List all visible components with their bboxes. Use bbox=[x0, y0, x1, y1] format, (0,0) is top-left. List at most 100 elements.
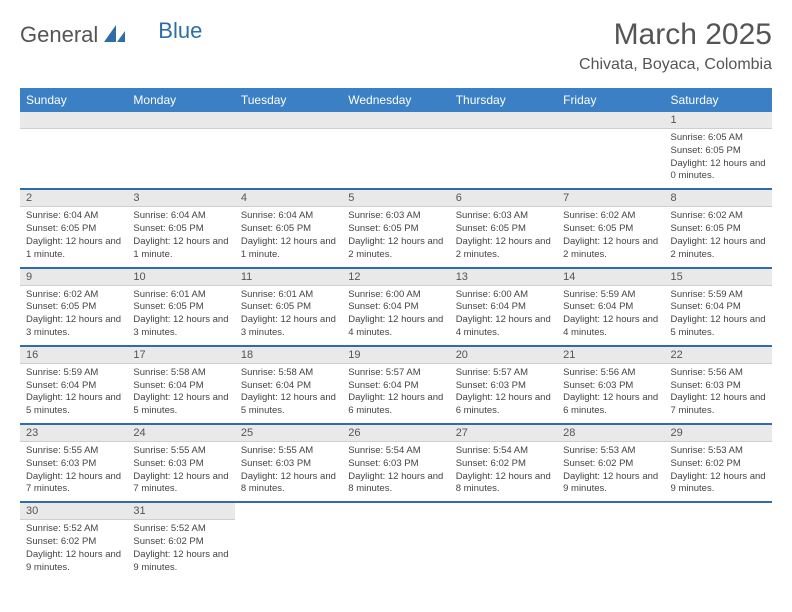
day-number: 28 bbox=[557, 425, 664, 442]
day-details: Sunrise: 6:02 AMSunset: 6:05 PMDaylight:… bbox=[557, 207, 664, 266]
day-details: Sunrise: 6:04 AMSunset: 6:05 PMDaylight:… bbox=[235, 207, 342, 266]
sunset-text: Sunset: 6:03 PM bbox=[241, 458, 336, 471]
sunrise-text: Sunrise: 6:05 AM bbox=[671, 132, 766, 145]
day-header: Monday bbox=[127, 88, 234, 112]
day-details: Sunrise: 5:58 AMSunset: 6:04 PMDaylight:… bbox=[127, 364, 234, 423]
day-number: 13 bbox=[450, 269, 557, 286]
sunset-text: Sunset: 6:04 PM bbox=[456, 301, 551, 314]
sunrise-text: Sunrise: 5:54 AM bbox=[348, 445, 443, 458]
sunrise-text: Sunrise: 5:53 AM bbox=[671, 445, 766, 458]
day-number: 3 bbox=[127, 190, 234, 207]
day-number: 24 bbox=[127, 425, 234, 442]
day-number-empty bbox=[342, 112, 449, 129]
day-number: 22 bbox=[665, 347, 772, 364]
day-details: Sunrise: 5:56 AMSunset: 6:03 PMDaylight:… bbox=[665, 364, 772, 423]
daylight-text: Daylight: 12 hours and 3 minutes. bbox=[26, 314, 121, 340]
calendar-cell bbox=[557, 112, 664, 189]
sunset-text: Sunset: 6:05 PM bbox=[26, 301, 121, 314]
calendar-cell: 6Sunrise: 6:03 AMSunset: 6:05 PMDaylight… bbox=[450, 189, 557, 267]
daylight-text: Daylight: 12 hours and 1 minute. bbox=[133, 236, 228, 262]
sunset-text: Sunset: 6:04 PM bbox=[133, 380, 228, 393]
sunset-text: Sunset: 6:04 PM bbox=[671, 301, 766, 314]
day-details: Sunrise: 5:56 AMSunset: 6:03 PMDaylight:… bbox=[557, 364, 664, 423]
calendar-cell bbox=[665, 502, 772, 579]
day-details: Sunrise: 5:52 AMSunset: 6:02 PMDaylight:… bbox=[20, 520, 127, 579]
daylight-text: Daylight: 12 hours and 5 minutes. bbox=[241, 392, 336, 418]
day-number-empty bbox=[20, 112, 127, 129]
day-details: Sunrise: 5:54 AMSunset: 6:02 PMDaylight:… bbox=[450, 442, 557, 501]
calendar-cell: 5Sunrise: 6:03 AMSunset: 6:05 PMDaylight… bbox=[342, 189, 449, 267]
calendar-cell: 17Sunrise: 5:58 AMSunset: 6:04 PMDayligh… bbox=[127, 346, 234, 424]
sunset-text: Sunset: 6:03 PM bbox=[456, 380, 551, 393]
sunrise-text: Sunrise: 6:00 AM bbox=[456, 289, 551, 302]
calendar-cell: 15Sunrise: 5:59 AMSunset: 6:04 PMDayligh… bbox=[665, 268, 772, 346]
sunset-text: Sunset: 6:05 PM bbox=[348, 223, 443, 236]
calendar-cell bbox=[20, 112, 127, 189]
sunrise-text: Sunrise: 5:56 AM bbox=[563, 367, 658, 380]
logo-text-part1: General bbox=[20, 22, 98, 48]
day-details: Sunrise: 6:01 AMSunset: 6:05 PMDaylight:… bbox=[235, 286, 342, 345]
sunrise-text: Sunrise: 5:59 AM bbox=[563, 289, 658, 302]
day-details: Sunrise: 5:57 AMSunset: 6:04 PMDaylight:… bbox=[342, 364, 449, 423]
day-details: Sunrise: 5:59 AMSunset: 6:04 PMDaylight:… bbox=[665, 286, 772, 345]
sunrise-text: Sunrise: 5:58 AM bbox=[241, 367, 336, 380]
daylight-text: Daylight: 12 hours and 7 minutes. bbox=[26, 471, 121, 497]
calendar-head: Sunday Monday Tuesday Wednesday Thursday… bbox=[20, 88, 772, 112]
logo: General Blue bbox=[20, 18, 202, 48]
day-number: 7 bbox=[557, 190, 664, 207]
day-number: 8 bbox=[665, 190, 772, 207]
day-number: 23 bbox=[20, 425, 127, 442]
sunrise-text: Sunrise: 5:55 AM bbox=[133, 445, 228, 458]
sunrise-text: Sunrise: 6:03 AM bbox=[456, 210, 551, 223]
sunrise-text: Sunrise: 5:53 AM bbox=[563, 445, 658, 458]
calendar-cell: 10Sunrise: 6:01 AMSunset: 6:05 PMDayligh… bbox=[127, 268, 234, 346]
sunrise-text: Sunrise: 5:54 AM bbox=[456, 445, 551, 458]
calendar-cell: 28Sunrise: 5:53 AMSunset: 6:02 PMDayligh… bbox=[557, 424, 664, 502]
sunset-text: Sunset: 6:03 PM bbox=[671, 380, 766, 393]
calendar-cell: 29Sunrise: 5:53 AMSunset: 6:02 PMDayligh… bbox=[665, 424, 772, 502]
sunrise-text: Sunrise: 5:52 AM bbox=[26, 523, 121, 536]
daylight-text: Daylight: 12 hours and 9 minutes. bbox=[563, 471, 658, 497]
day-number: 21 bbox=[557, 347, 664, 364]
sunset-text: Sunset: 6:03 PM bbox=[348, 458, 443, 471]
day-number: 14 bbox=[557, 269, 664, 286]
day-number: 11 bbox=[235, 269, 342, 286]
calendar-cell bbox=[235, 112, 342, 189]
daylight-text: Daylight: 12 hours and 2 minutes. bbox=[348, 236, 443, 262]
calendar-cell: 24Sunrise: 5:55 AMSunset: 6:03 PMDayligh… bbox=[127, 424, 234, 502]
day-details: Sunrise: 5:55 AMSunset: 6:03 PMDaylight:… bbox=[127, 442, 234, 501]
day-header: Friday bbox=[557, 88, 664, 112]
daylight-text: Daylight: 12 hours and 6 minutes. bbox=[563, 392, 658, 418]
calendar-cell: 31Sunrise: 5:52 AMSunset: 6:02 PMDayligh… bbox=[127, 502, 234, 579]
logo-text-part2: Blue bbox=[158, 18, 202, 44]
day-number-empty bbox=[450, 112, 557, 129]
day-number: 27 bbox=[450, 425, 557, 442]
calendar-cell: 2Sunrise: 6:04 AMSunset: 6:05 PMDaylight… bbox=[20, 189, 127, 267]
calendar-cell: 21Sunrise: 5:56 AMSunset: 6:03 PMDayligh… bbox=[557, 346, 664, 424]
daylight-text: Daylight: 12 hours and 4 minutes. bbox=[456, 314, 551, 340]
sunrise-text: Sunrise: 5:55 AM bbox=[241, 445, 336, 458]
daylight-text: Daylight: 12 hours and 1 minute. bbox=[26, 236, 121, 262]
calendar-cell: 23Sunrise: 5:55 AMSunset: 6:03 PMDayligh… bbox=[20, 424, 127, 502]
calendar-cell: 19Sunrise: 5:57 AMSunset: 6:04 PMDayligh… bbox=[342, 346, 449, 424]
day-number: 26 bbox=[342, 425, 449, 442]
sunset-text: Sunset: 6:05 PM bbox=[671, 145, 766, 158]
day-number: 10 bbox=[127, 269, 234, 286]
day-header: Thursday bbox=[450, 88, 557, 112]
calendar-cell: 27Sunrise: 5:54 AMSunset: 6:02 PMDayligh… bbox=[450, 424, 557, 502]
sunset-text: Sunset: 6:05 PM bbox=[456, 223, 551, 236]
day-number: 2 bbox=[20, 190, 127, 207]
sunset-text: Sunset: 6:05 PM bbox=[563, 223, 658, 236]
calendar-cell: 7Sunrise: 6:02 AMSunset: 6:05 PMDaylight… bbox=[557, 189, 664, 267]
day-details: Sunrise: 5:55 AMSunset: 6:03 PMDaylight:… bbox=[20, 442, 127, 501]
day-details: Sunrise: 6:04 AMSunset: 6:05 PMDaylight:… bbox=[20, 207, 127, 266]
daylight-text: Daylight: 12 hours and 9 minutes. bbox=[671, 471, 766, 497]
calendar-cell: 25Sunrise: 5:55 AMSunset: 6:03 PMDayligh… bbox=[235, 424, 342, 502]
sunset-text: Sunset: 6:02 PM bbox=[456, 458, 551, 471]
day-details: Sunrise: 5:54 AMSunset: 6:03 PMDaylight:… bbox=[342, 442, 449, 501]
page-title: March 2025 bbox=[579, 18, 772, 52]
calendar-cell: 4Sunrise: 6:04 AMSunset: 6:05 PMDaylight… bbox=[235, 189, 342, 267]
day-details: Sunrise: 6:02 AMSunset: 6:05 PMDaylight:… bbox=[20, 286, 127, 345]
day-details: Sunrise: 6:00 AMSunset: 6:04 PMDaylight:… bbox=[342, 286, 449, 345]
day-details: Sunrise: 5:52 AMSunset: 6:02 PMDaylight:… bbox=[127, 520, 234, 579]
